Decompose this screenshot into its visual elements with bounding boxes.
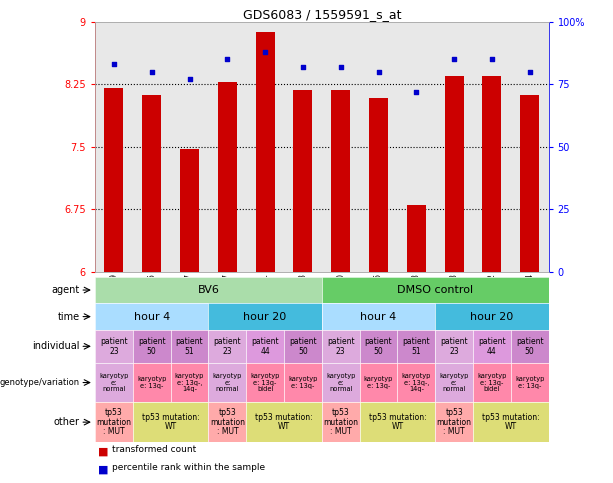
- Text: ■: ■: [98, 447, 109, 457]
- Bar: [369, 99, 388, 272]
- Bar: [142, 95, 161, 272]
- Text: ■: ■: [98, 465, 109, 475]
- Text: karyotyp
e:
normal: karyotyp e: normal: [440, 373, 469, 392]
- Point: [449, 56, 459, 63]
- Text: transformed count: transformed count: [112, 445, 196, 454]
- Bar: [104, 88, 123, 272]
- Text: DMSO control: DMSO control: [397, 285, 473, 295]
- Text: karyotyp
e:
normal: karyotyp e: normal: [326, 373, 356, 392]
- Point: [525, 68, 535, 76]
- Text: karyotyp
e: 13q-: karyotyp e: 13q-: [364, 376, 393, 389]
- Text: karyotyp
e:
normal: karyotyp e: normal: [213, 373, 242, 392]
- Text: patient
50: patient 50: [516, 337, 544, 355]
- Text: genotype/variation: genotype/variation: [0, 378, 80, 387]
- Point: [487, 56, 497, 63]
- Text: karyotyp
e: 13q-
bidel: karyotyp e: 13q- bidel: [478, 373, 506, 392]
- Title: GDS6083 / 1559591_s_at: GDS6083 / 1559591_s_at: [243, 8, 401, 21]
- Point: [260, 48, 270, 56]
- Text: karyotyp
e: 13q-: karyotyp e: 13q-: [288, 376, 318, 389]
- Bar: [218, 82, 237, 272]
- Text: agent: agent: [51, 285, 80, 295]
- Text: karyotyp
e: 13q-,
14q-: karyotyp e: 13q-, 14q-: [175, 373, 204, 392]
- Text: BV6: BV6: [197, 285, 219, 295]
- Text: patient
50: patient 50: [138, 337, 166, 355]
- Point: [185, 75, 194, 83]
- Point: [336, 63, 346, 71]
- Text: tp53
mutation
: MUT: tp53 mutation : MUT: [96, 408, 131, 436]
- Text: percentile rank within the sample: percentile rank within the sample: [112, 463, 265, 472]
- Text: patient
44: patient 44: [251, 337, 279, 355]
- Bar: [294, 90, 313, 272]
- Text: hour 20: hour 20: [243, 312, 287, 322]
- Text: tp53
mutation
: MUT: tp53 mutation : MUT: [436, 408, 471, 436]
- Point: [109, 60, 119, 68]
- Text: patient
51: patient 51: [403, 337, 430, 355]
- Text: tp53
mutation
: MUT: tp53 mutation : MUT: [210, 408, 245, 436]
- Text: patient
23: patient 23: [440, 337, 468, 355]
- Text: individual: individual: [32, 341, 80, 351]
- Text: time: time: [58, 312, 80, 322]
- Text: karyotyp
e: 13q-: karyotyp e: 13q-: [137, 376, 166, 389]
- Text: tp53 mutation:
WT: tp53 mutation: WT: [482, 413, 539, 431]
- Text: karyotyp
e: 13q-,
14q-: karyotyp e: 13q-, 14q-: [402, 373, 431, 392]
- Bar: [444, 76, 463, 272]
- Bar: [520, 95, 539, 272]
- Text: hour 4: hour 4: [360, 312, 397, 322]
- Bar: [407, 205, 426, 272]
- Text: patient
51: patient 51: [176, 337, 204, 355]
- Text: tp53 mutation:
WT: tp53 mutation: WT: [255, 413, 313, 431]
- Text: karyotyp
e:
normal: karyotyp e: normal: [99, 373, 129, 392]
- Point: [373, 68, 384, 76]
- Text: karyotyp
e: 13q-: karyotyp e: 13q-: [515, 376, 544, 389]
- Text: karyotyp
e: 13q-
bidel: karyotyp e: 13q- bidel: [251, 373, 280, 392]
- Text: hour 20: hour 20: [470, 312, 514, 322]
- Text: patient
23: patient 23: [327, 337, 354, 355]
- Text: hour 4: hour 4: [134, 312, 170, 322]
- Point: [298, 63, 308, 71]
- Text: patient
44: patient 44: [478, 337, 506, 355]
- Point: [223, 56, 232, 63]
- Point: [147, 68, 156, 76]
- Bar: [256, 32, 275, 272]
- Bar: [482, 76, 501, 272]
- Text: tp53 mutation:
WT: tp53 mutation: WT: [142, 413, 199, 431]
- Text: tp53 mutation:
WT: tp53 mutation: WT: [368, 413, 426, 431]
- Point: [411, 88, 421, 96]
- Text: other: other: [54, 417, 80, 427]
- Text: tp53
mutation
: MUT: tp53 mutation : MUT: [323, 408, 358, 436]
- Text: patient
50: patient 50: [289, 337, 317, 355]
- Bar: [180, 149, 199, 272]
- Text: patient
50: patient 50: [365, 337, 392, 355]
- Text: patient
23: patient 23: [213, 337, 241, 355]
- Bar: [331, 90, 350, 272]
- Text: patient
23: patient 23: [100, 337, 128, 355]
